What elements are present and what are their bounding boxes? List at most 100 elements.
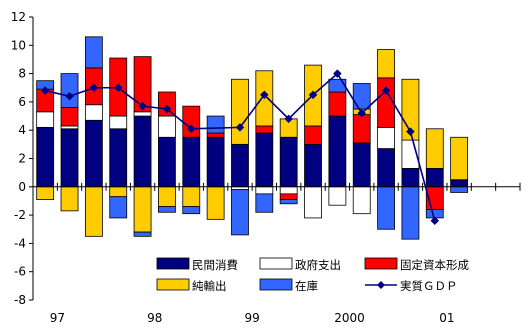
y-tick-label: -2: [14, 208, 26, 222]
bar-segment: [84, 104, 103, 121]
x-tick-label: 2000: [334, 311, 365, 325]
bar-segment: [36, 111, 55, 128]
bar-segment: [206, 186, 225, 220]
gdp-point: [357, 108, 367, 118]
gdp-point: [333, 69, 342, 78]
bar-segment: [231, 189, 249, 236]
gdp-point: [406, 127, 415, 136]
bar-segment: [206, 115, 225, 134]
legend-swatch: [259, 278, 293, 291]
y-tick-label: 0: [18, 180, 26, 194]
gdp-point: [89, 83, 99, 93]
y-tick-label: 12: [11, 10, 26, 24]
gdp-point: [186, 124, 196, 134]
gdp-point: [65, 91, 74, 101]
bar-segment: [450, 179, 469, 188]
legend-swatch: [156, 278, 190, 291]
bar-segment: [60, 125, 79, 130]
bar-segment: [133, 115, 152, 188]
x-tick-label: 97: [50, 311, 65, 325]
y-tick-label: 8: [18, 67, 26, 81]
bar-segment: [231, 78, 249, 145]
gdp-line: [44, 72, 436, 221]
bar-segment: [36, 126, 55, 188]
bar-segment: [133, 111, 152, 117]
bar-segment: [60, 73, 79, 108]
gdp-point: [138, 101, 147, 111]
y-tick-label: 4: [18, 123, 26, 137]
bar-segment: [425, 168, 444, 188]
bar-segment: [304, 125, 322, 145]
bar-segment: [109, 196, 128, 219]
bar-segment: [158, 136, 176, 188]
bar-segment: [84, 36, 103, 69]
y-tick-label: 10: [11, 38, 26, 52]
bar-segment: [206, 132, 225, 138]
bar-segment: [377, 77, 395, 128]
legend-swatch: [364, 257, 398, 270]
bar-segment: [60, 186, 79, 212]
bar-segment: [425, 128, 444, 169]
bar-segment: [352, 114, 371, 144]
x-tick-label: 01: [439, 311, 454, 325]
legend-label: 実質ＧＤＰ: [400, 279, 458, 293]
gdp-point: [308, 90, 318, 100]
bar-segment: [158, 115, 176, 138]
bar-segment: [231, 143, 249, 188]
bar-segment: [158, 91, 176, 117]
bar-segment: [377, 186, 395, 230]
bar-segment: [109, 115, 128, 130]
bar-segment: [377, 148, 395, 188]
bar-segment: [328, 115, 347, 188]
bar-segment: [84, 186, 103, 237]
bar-segment: [158, 206, 176, 213]
bar-segment: [255, 132, 274, 188]
bars: [36, 36, 469, 240]
bar-segment: [36, 186, 55, 200]
bar-segment: [158, 186, 176, 208]
bar-segment: [401, 168, 420, 188]
legend-label: 政府支出: [295, 258, 341, 272]
legend-label: 在庫: [295, 279, 318, 293]
legend-label: 純輸出: [192, 279, 227, 293]
bar-segment: [328, 91, 347, 117]
y-tick-label: 2: [18, 152, 26, 166]
bar-segment: [279, 199, 298, 205]
gdp-point: [259, 90, 269, 100]
gdp-point: [284, 114, 294, 124]
bar-segment: [352, 186, 371, 215]
bar-segment: [450, 186, 469, 193]
x-tick-label: 99: [245, 311, 260, 325]
bar-segment: [304, 143, 322, 188]
bar-segment: [109, 186, 128, 198]
bar-segment: [133, 186, 152, 233]
legend-swatch: [156, 257, 190, 270]
bar-segment: [182, 206, 201, 215]
bar-segment: [377, 126, 395, 149]
y-tick-label: -4: [14, 236, 26, 250]
gdp-point: [235, 123, 245, 132]
bar-segment: [60, 107, 79, 127]
bar-segment: [279, 186, 298, 195]
bar-segment: [352, 142, 371, 188]
bar-segment: [182, 136, 201, 188]
bar-segment: [109, 128, 128, 188]
gdp-point: [430, 216, 440, 226]
bar-segment: [328, 186, 347, 206]
bar-segment: [255, 125, 274, 134]
bar-segment: [304, 186, 322, 219]
bar-segment: [255, 193, 274, 213]
axes: -8 -6 -4 -2 0 2 4 6 8 10 12 97 98 99 2000 01: [11, 10, 521, 325]
bar-segment: [328, 78, 347, 93]
y-tick-label: -6: [14, 265, 26, 279]
bar-segment: [352, 83, 371, 110]
bar-segment: [279, 193, 298, 200]
gdp-point: [162, 104, 172, 114]
y-tick-label: -8: [14, 293, 26, 307]
legend-swatch: [259, 257, 293, 270]
y-tick-label: 6: [18, 95, 26, 109]
legend-label: 民間消費: [192, 258, 238, 272]
x-tick-label: 98: [147, 311, 162, 325]
